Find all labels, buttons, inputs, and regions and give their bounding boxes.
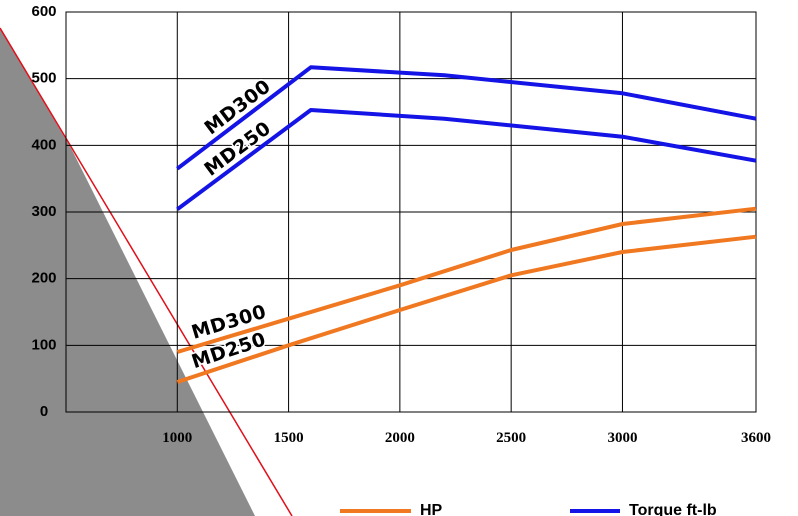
series-line-hp-md250 bbox=[176, 234, 757, 384]
x-tick-label: 3600 bbox=[741, 430, 771, 446]
legend-label: Torque ft-lb bbox=[629, 502, 717, 516]
y-tick-label: 500 bbox=[31, 70, 56, 87]
chart-grid bbox=[65, 11, 757, 413]
y-tick-label: 100 bbox=[31, 336, 56, 353]
y-tick-label: 600 bbox=[31, 3, 56, 20]
legend: HP Torque ft-lb bbox=[340, 502, 717, 516]
x-tick-label: 1500 bbox=[274, 430, 304, 446]
series-line-torque-md300 bbox=[176, 65, 757, 171]
x-tick-label: 3000 bbox=[607, 430, 637, 446]
background-wedge bbox=[0, 28, 255, 516]
y-tick-label: 300 bbox=[31, 203, 56, 220]
y-tick-label: 200 bbox=[31, 270, 56, 287]
series-line-hp-md300 bbox=[176, 206, 757, 354]
x-axis-ticks: 1000 1500 2000 2500 3000 3600 bbox=[162, 430, 771, 446]
legend-label: HP bbox=[420, 502, 443, 516]
y-tick-label: 0 bbox=[40, 403, 48, 420]
x-tick-label: 1000 bbox=[162, 430, 192, 446]
series-lines bbox=[176, 65, 757, 384]
series-line-torque-md250 bbox=[176, 108, 757, 211]
background-wedge-edge bbox=[0, 27, 293, 516]
x-tick-label: 2500 bbox=[496, 430, 526, 446]
y-tick-label: 400 bbox=[31, 136, 56, 153]
y-axis-ticks: 0 100 200 300 400 500 600 bbox=[31, 3, 56, 420]
x-tick-label: 2000 bbox=[385, 430, 415, 446]
